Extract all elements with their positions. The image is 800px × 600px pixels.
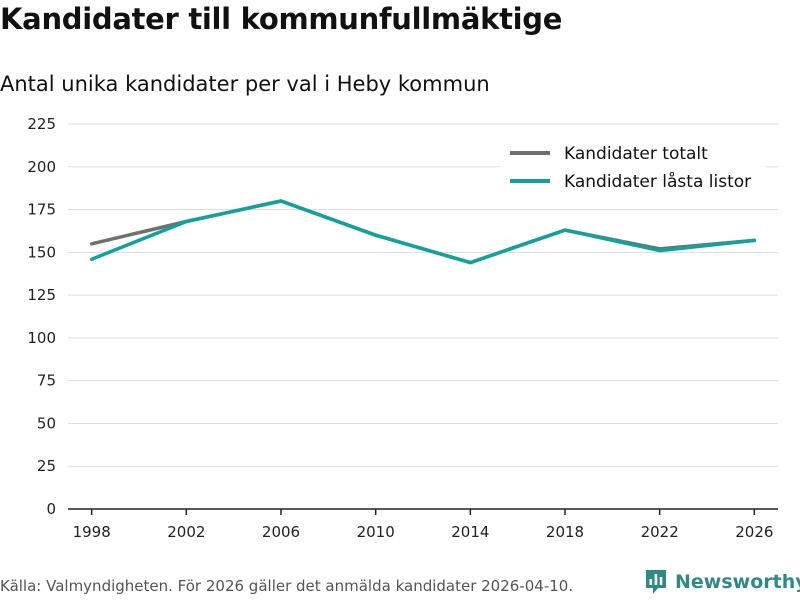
y-tick-label: 150 — [27, 243, 56, 261]
x-tick-label: 2018 — [546, 523, 584, 541]
legend-label: Kandidater totalt — [564, 144, 708, 164]
brand-name: Newsworthy — [675, 571, 800, 593]
legend-label: Kandidater låsta listor — [564, 171, 751, 192]
y-tick-label: 225 — [27, 115, 56, 133]
x-tick-label: 2022 — [641, 523, 679, 541]
legend-background — [500, 138, 766, 196]
y-tick-label: 200 — [27, 158, 56, 176]
y-tick-label: 25 — [37, 457, 56, 475]
x-tick-label: 2002 — [167, 523, 205, 541]
x-tick-label: 2010 — [357, 523, 395, 541]
y-tick-label: 100 — [27, 329, 56, 347]
y-tick-label: 75 — [37, 372, 56, 390]
y-tick-label: 0 — [46, 500, 56, 518]
x-tick-label: 2006 — [262, 523, 300, 541]
x-tick-label: 1998 — [73, 523, 111, 541]
series-line-kandidater-lasta-listor — [89, 199, 757, 265]
series-lines — [89, 199, 757, 265]
brand-logo: Newsworthy — [644, 568, 800, 596]
newsworthy-logo-icon — [646, 570, 666, 594]
axes: 0 25 50 75 100 125 150 175 200 225 1998 2002 2006 201… — [27, 115, 778, 541]
chart-subtitle: Antal unika kandidater per val i Heby ko… — [0, 72, 490, 96]
chart-title: Kandidater till kommunfullmäktige — [0, 2, 563, 36]
legend: Kandidater totalt Kandidater låsta listor — [500, 138, 766, 196]
series-line-kandidater-totalt — [89, 199, 757, 265]
x-tick-label: 2026 — [735, 523, 773, 541]
y-tick-label: 50 — [37, 414, 56, 432]
y-tick-label: 175 — [27, 201, 56, 219]
y-tick-label: 125 — [27, 286, 56, 304]
source-note: Källa: Valmyndigheten. För 2026 gäller d… — [0, 577, 574, 595]
x-tick-label: 2014 — [451, 523, 489, 541]
